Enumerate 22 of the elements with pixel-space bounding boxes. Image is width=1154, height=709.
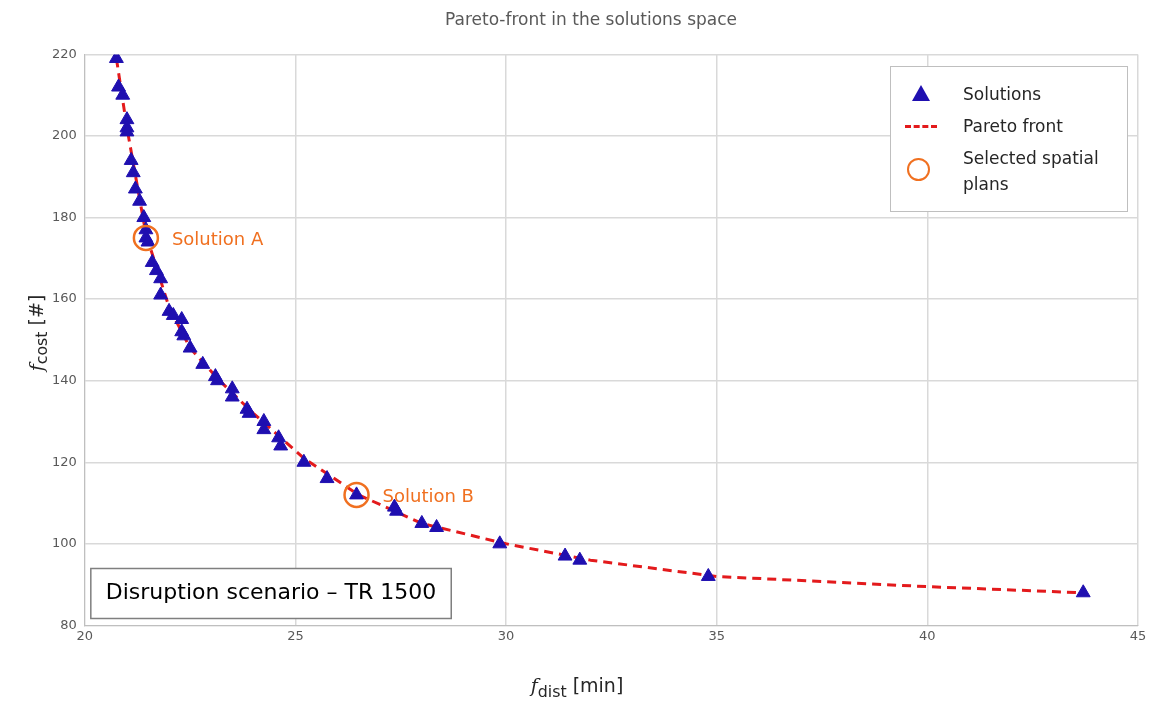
x-tick-label: 40 [919,627,936,643]
x-tick-label: 20 [76,627,94,643]
x-tick-label: 35 [708,627,725,643]
y-tick-label: 200 [51,127,77,143]
y-tick-label: 140 [51,372,77,388]
legend-label: Solutions [963,83,1043,107]
annotation: Solution B [382,484,474,506]
x-tick-label: 45 [1129,627,1147,643]
legend-label: Pareto front [963,115,1064,139]
x-axis-title: f$_{dist}$ [min] [528,674,625,701]
annotation: Solution A [171,227,264,249]
legend-label: Selected spatial plans [963,147,1100,197]
chart-title: Pareto-front in the solutions space [445,8,737,29]
x-tick-label: 30 [497,627,515,643]
y-tick-label: 100 [51,535,77,551]
annotation: Disruption scenario – TR 1500 [105,579,437,605]
y-tick-label: 120 [51,453,77,469]
y-tick-label: 160 [51,290,77,306]
y-tick-label: 220 [51,45,77,61]
y-tick-label: 180 [51,208,77,224]
y-tick-label: 80 [60,616,77,632]
x-tick-label: 25 [287,627,304,643]
